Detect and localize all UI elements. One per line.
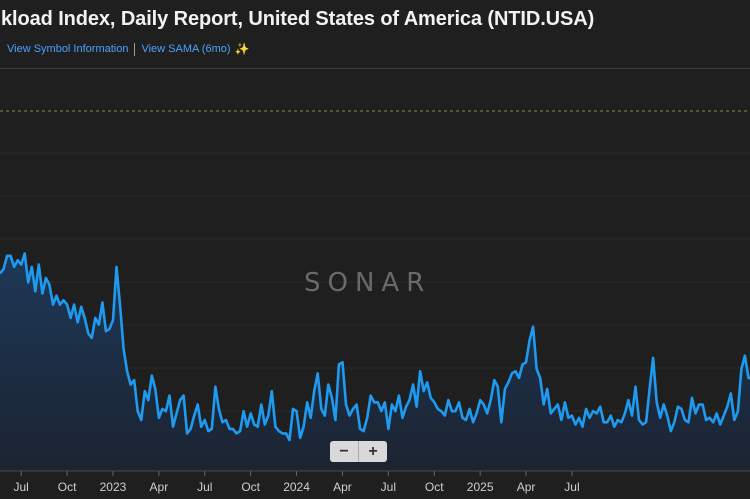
chart-title: kload Index, Daily Report, United States… bbox=[1, 8, 595, 30]
sparkle-icon[interactable]: ✨ bbox=[234, 42, 250, 56]
x-tick-label: 2024 bbox=[283, 480, 310, 494]
x-axis-ticks: Jul Oct 2023 Apr Jul Oct 2024 Apr Jul Oct 2025 Apr J… bbox=[14, 471, 580, 494]
x-tick-label: Jul bbox=[381, 480, 396, 494]
x-tick-label: Apr bbox=[333, 480, 352, 494]
x-tick-label: Jul bbox=[197, 480, 212, 494]
series-line[interactable] bbox=[0, 252, 750, 442]
view-sama-link[interactable]: View SAMA (6mo) bbox=[141, 43, 231, 55]
x-tick-label: 2023 bbox=[100, 480, 127, 494]
zoom-divider bbox=[358, 441, 359, 462]
link-divider bbox=[134, 42, 136, 56]
x-tick-label: Oct bbox=[425, 480, 444, 494]
x-tick-label: Jul bbox=[564, 480, 579, 494]
x-tick-label: Oct bbox=[241, 480, 260, 494]
zoom-out-button[interactable]: − bbox=[339, 442, 349, 460]
x-tick-label: 2025 bbox=[467, 480, 494, 494]
sonar-watermark: SONAR bbox=[304, 268, 432, 298]
zoom-controls: − + bbox=[330, 441, 387, 462]
x-tick-label: Oct bbox=[58, 480, 77, 494]
view-symbol-info-link[interactable]: View Symbol Information bbox=[7, 43, 129, 55]
x-tick-label: Apr bbox=[150, 480, 169, 494]
zoom-in-button[interactable]: + bbox=[368, 442, 378, 460]
x-tick-label: Apr bbox=[517, 480, 536, 494]
header-divider bbox=[0, 68, 750, 69]
header-links: View Symbol Information View SAMA (6mo) … bbox=[7, 42, 249, 56]
x-tick-label: Jul bbox=[14, 480, 29, 494]
